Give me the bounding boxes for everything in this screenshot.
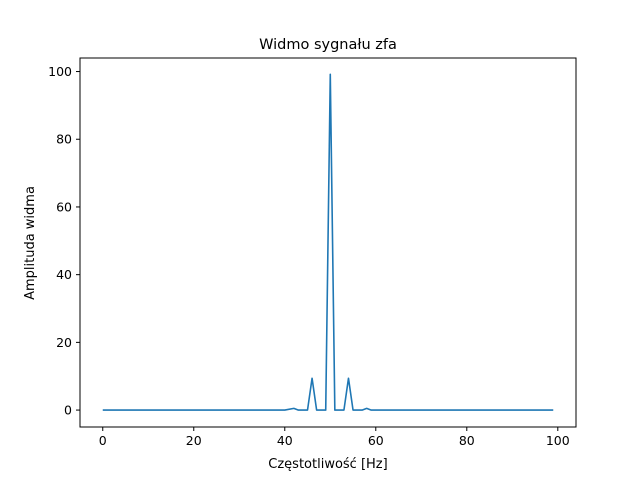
plot-frame: [79, 57, 577, 428]
y-tick-label: 100: [48, 64, 72, 79]
x-axis-ticks: 0 20 40 60 80 100: [99, 427, 570, 448]
y-tick-label: 60: [56, 199, 72, 214]
y-axis-ticks: 0 20 40 60 80 100: [48, 64, 80, 418]
chart-title: Widmo sygnału zfa: [259, 37, 397, 53]
x-tick-label: 60: [368, 433, 384, 448]
y-tick-label: 20: [56, 335, 72, 350]
x-axis-label: Częstotliwość [Hz]: [268, 457, 387, 472]
series-layer: [102, 73, 554, 411]
x-tick-label: 40: [277, 433, 293, 448]
y-axis-label: Amplituda widma: [23, 186, 38, 300]
series-line: [102, 73, 554, 411]
x-tick-label: 80: [459, 433, 475, 448]
x-tick-label: 100: [546, 433, 570, 448]
y-tick-label: 0: [64, 403, 72, 418]
y-tick-label: 40: [56, 267, 72, 282]
x-tick-label: 20: [186, 433, 202, 448]
y-tick-label: 80: [56, 132, 72, 147]
x-tick-label: 0: [99, 433, 107, 448]
